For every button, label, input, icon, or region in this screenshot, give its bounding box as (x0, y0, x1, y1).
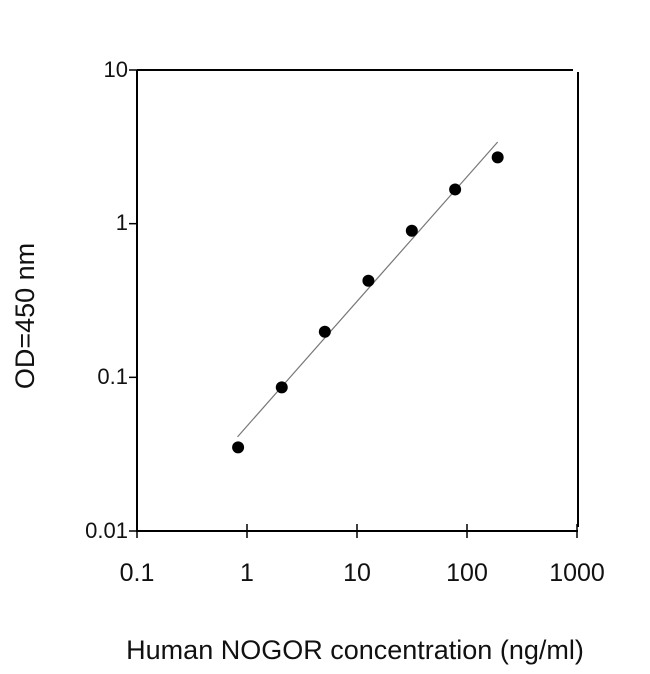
y-axis-label: OD=450 nm (10, 242, 40, 390)
x-tick-label: 1000 (549, 559, 605, 587)
data-point-marker (491, 151, 504, 164)
data-point-marker (362, 274, 375, 287)
data-point-marker (405, 224, 418, 237)
x-tick-label: 10 (343, 559, 371, 587)
y-tick-label: 0.1 (97, 364, 128, 389)
data-point-marker (449, 183, 462, 196)
x-axis-label: Human NOGOR concentration (ng/ml) (126, 635, 584, 665)
y-tick-label: 10 (103, 57, 128, 82)
x-tick-label: 1 (240, 559, 254, 587)
data-points (232, 151, 504, 454)
x-tick-label: 0.1 (119, 559, 155, 587)
data-point-marker (232, 441, 245, 454)
y-tick-label: 1 (115, 210, 128, 235)
y-tick-label: 0.01 (85, 518, 128, 543)
data-point-marker (318, 325, 331, 338)
data-point-marker (275, 381, 288, 394)
axes-frame (129, 69, 579, 538)
x-tick-label: 100 (446, 559, 488, 587)
